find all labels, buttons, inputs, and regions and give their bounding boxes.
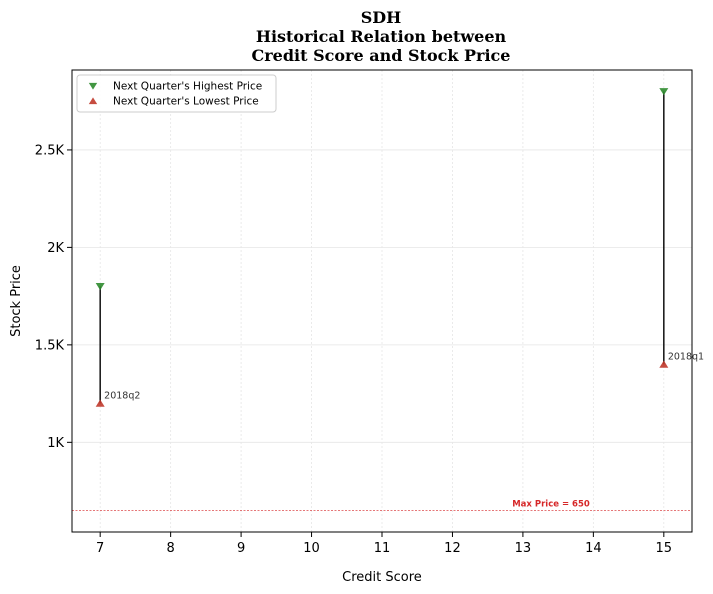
data-markers <box>95 88 669 407</box>
point-annotation: 2018q2 <box>104 390 140 401</box>
reference-line-label: Max Price = 650 <box>512 500 590 510</box>
x-tick-label: 7 <box>96 541 104 556</box>
legend-box <box>76 74 277 113</box>
x-tick-label: 13 <box>515 541 532 556</box>
legend-high-marker <box>88 82 98 90</box>
high-price-marker <box>95 283 105 291</box>
low-price-marker <box>95 399 105 407</box>
x-tick-label: 11 <box>374 541 391 556</box>
x-tick-label: 10 <box>303 541 320 556</box>
x-tick-label: 14 <box>585 541 602 556</box>
legend-low-marker <box>88 97 98 105</box>
x-tick-label: 15 <box>656 541 673 556</box>
y-tick-label: 1.5K <box>35 338 65 353</box>
x-tick-label: 12 <box>444 541 461 556</box>
y-tick-label: 2.5K <box>35 143 65 158</box>
high-price-marker <box>659 88 669 96</box>
x-axis-ticks: 7 8 9 10 11 12 13 14 15 <box>96 532 672 556</box>
point-annotations: 2018q2 2018q1 <box>104 351 704 401</box>
legend-label: Next Quarter's Highest Price <box>113 81 262 93</box>
chart-title-line-3: Credit Score and Stock Price <box>252 46 511 65</box>
legend-label: Next Quarter's Lowest Price <box>113 96 259 108</box>
x-axis-label: Credit Score <box>342 570 422 585</box>
y-axis-label: Stock Price <box>9 265 24 337</box>
legend: Next Quarter's Highest Price Next Quarter… <box>76 74 277 113</box>
reference-line-group: Max Price = 650 <box>72 500 692 511</box>
x-tick-label: 9 <box>237 541 245 556</box>
chart-title: SDH Historical Relation between Credit S… <box>252 8 511 65</box>
chart-title-line-2: Historical Relation between <box>256 27 507 46</box>
y-tick-label: 2K <box>47 241 64 256</box>
y-tick-label: 1K <box>47 436 64 451</box>
point-annotation: 2018q1 <box>668 351 704 362</box>
chart-title-line-1: SDH <box>361 8 402 27</box>
x-tick-label: 8 <box>166 541 174 556</box>
low-price-marker <box>659 360 669 368</box>
y-axis-ticks: 1K 1.5K 2K 2.5K <box>35 143 72 451</box>
grid <box>72 70 692 532</box>
range-stems <box>99 91 665 404</box>
